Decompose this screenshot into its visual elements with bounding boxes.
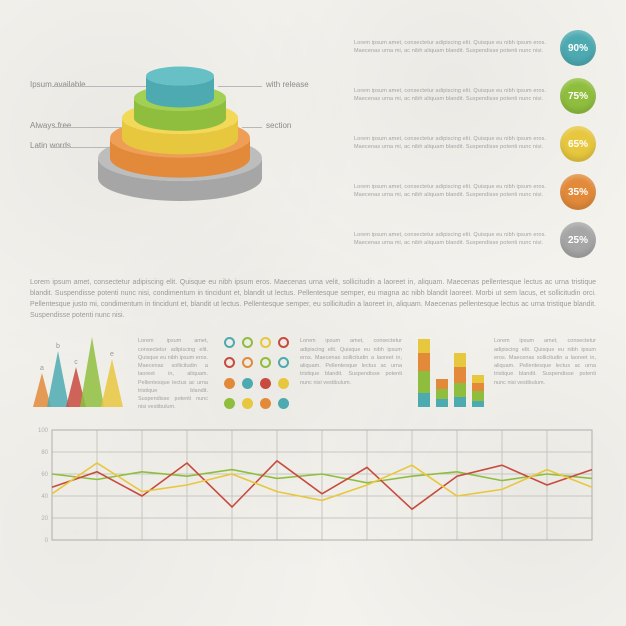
svg-text:a: a	[40, 365, 44, 372]
svg-text:0: 0	[45, 538, 49, 544]
mini-text-1: Lorem ipsum amet, consectetur adipiscing…	[138, 337, 208, 411]
stat-text: Lorem ipsum amet, consectetur adipiscing…	[354, 184, 550, 200]
bar-segment	[436, 399, 448, 407]
stacked-bar	[454, 353, 466, 407]
stat-row: Lorem ipsum amet, consectetur adipiscing…	[354, 30, 596, 66]
triangle-chart: abcde	[30, 337, 128, 409]
matrix-dot	[278, 398, 289, 409]
matrix-dot	[224, 378, 235, 389]
matrix-dot	[278, 378, 289, 389]
bar-segment	[436, 389, 448, 399]
percent-badge: 75%	[560, 78, 596, 114]
svg-text:40: 40	[41, 494, 48, 500]
dot-matrix	[224, 337, 290, 411]
bar-segment	[472, 391, 484, 401]
bar-segment	[454, 397, 466, 407]
stat-text: Lorem ipsum amet, consectetur adipiscing…	[354, 88, 550, 104]
matrix-dot	[242, 357, 253, 368]
stat-text: Lorem ipsum amet, consectetur adipiscing…	[354, 232, 550, 248]
bar-segment	[418, 353, 430, 371]
matrix-dot	[242, 398, 253, 409]
matrix-dot	[260, 337, 271, 348]
bar-segment	[454, 367, 466, 383]
svg-text:c: c	[74, 359, 78, 366]
bar-segment	[454, 383, 466, 397]
stat-row: Lorem ipsum amet, consectetur adipiscing…	[354, 222, 596, 258]
matrix-dot	[260, 398, 271, 409]
stacked-bar	[472, 375, 484, 407]
mini-dots-block: Lorem ipsum amet, consectetur adipiscing…	[224, 337, 402, 411]
top-row: Ipsum availablewith releaseAlways freese…	[30, 28, 596, 258]
stats-column: Lorem ipsum amet, consectetur adipiscing…	[354, 28, 596, 258]
matrix-dot	[224, 357, 235, 368]
bar-segment	[436, 379, 448, 389]
stacked-bar	[436, 379, 448, 407]
stacked-bar	[418, 339, 430, 407]
matrix-dot	[242, 337, 253, 348]
pyramid-chart: Ipsum availablewith releaseAlways freese…	[30, 28, 330, 248]
svg-text:80: 80	[41, 450, 48, 456]
matrix-dot	[278, 357, 289, 368]
bar-segment	[472, 401, 484, 407]
stat-text: Lorem ipsum amet, consectetur adipiscing…	[354, 40, 550, 56]
mini-text-2: Lorem ipsum amet, consectetur adipiscing…	[300, 337, 402, 411]
bar-segment	[418, 393, 430, 407]
bar-segment	[472, 383, 484, 391]
matrix-dot	[224, 337, 235, 348]
bar-segment	[418, 371, 430, 393]
bar-segment	[454, 353, 466, 367]
matrix-dot	[260, 357, 271, 368]
mini-charts-row: abcde Lorem ipsum amet, consectetur adip…	[30, 337, 596, 411]
stat-row: Lorem ipsum amet, consectetur adipiscing…	[354, 78, 596, 114]
pyramid-svg	[30, 28, 330, 248]
bar-segment	[472, 375, 484, 383]
svg-text:e: e	[110, 351, 114, 358]
matrix-dot	[224, 398, 235, 409]
mini-stacked-block: Lorem ipsum amet, consectetur adipiscing…	[418, 337, 596, 411]
stacked-bar-chart	[418, 337, 484, 407]
line-chart-svg: 0 20 40 60 80 100	[30, 426, 596, 546]
percent-badge: 25%	[560, 222, 596, 258]
line-chart: 0 20 40 60 80 100	[30, 426, 596, 546]
svg-text:60: 60	[41, 472, 48, 478]
svg-text:100: 100	[38, 428, 49, 434]
percent-badge: 65%	[560, 126, 596, 162]
stat-row: Lorem ipsum amet, consectetur adipiscing…	[354, 174, 596, 210]
matrix-dot	[278, 337, 289, 348]
mid-paragraph: Lorem ipsum amet, consectetur adipiscing…	[30, 278, 596, 321]
infographic-page: Ipsum availablewith releaseAlways freese…	[0, 0, 626, 626]
mini-triangle-block: abcde Lorem ipsum amet, consectetur adip…	[30, 337, 208, 411]
percent-badge: 90%	[560, 30, 596, 66]
stat-text: Lorem ipsum amet, consectetur adipiscing…	[354, 136, 550, 152]
mini-text-3: Lorem ipsum amet, consectetur adipiscing…	[494, 337, 596, 411]
matrix-dot	[260, 378, 271, 389]
svg-text:b: b	[56, 343, 60, 350]
percent-badge: 35%	[560, 174, 596, 210]
stat-row: Lorem ipsum amet, consectetur adipiscing…	[354, 126, 596, 162]
bar-segment	[418, 339, 430, 353]
svg-text:20: 20	[41, 516, 48, 522]
matrix-dot	[242, 378, 253, 389]
